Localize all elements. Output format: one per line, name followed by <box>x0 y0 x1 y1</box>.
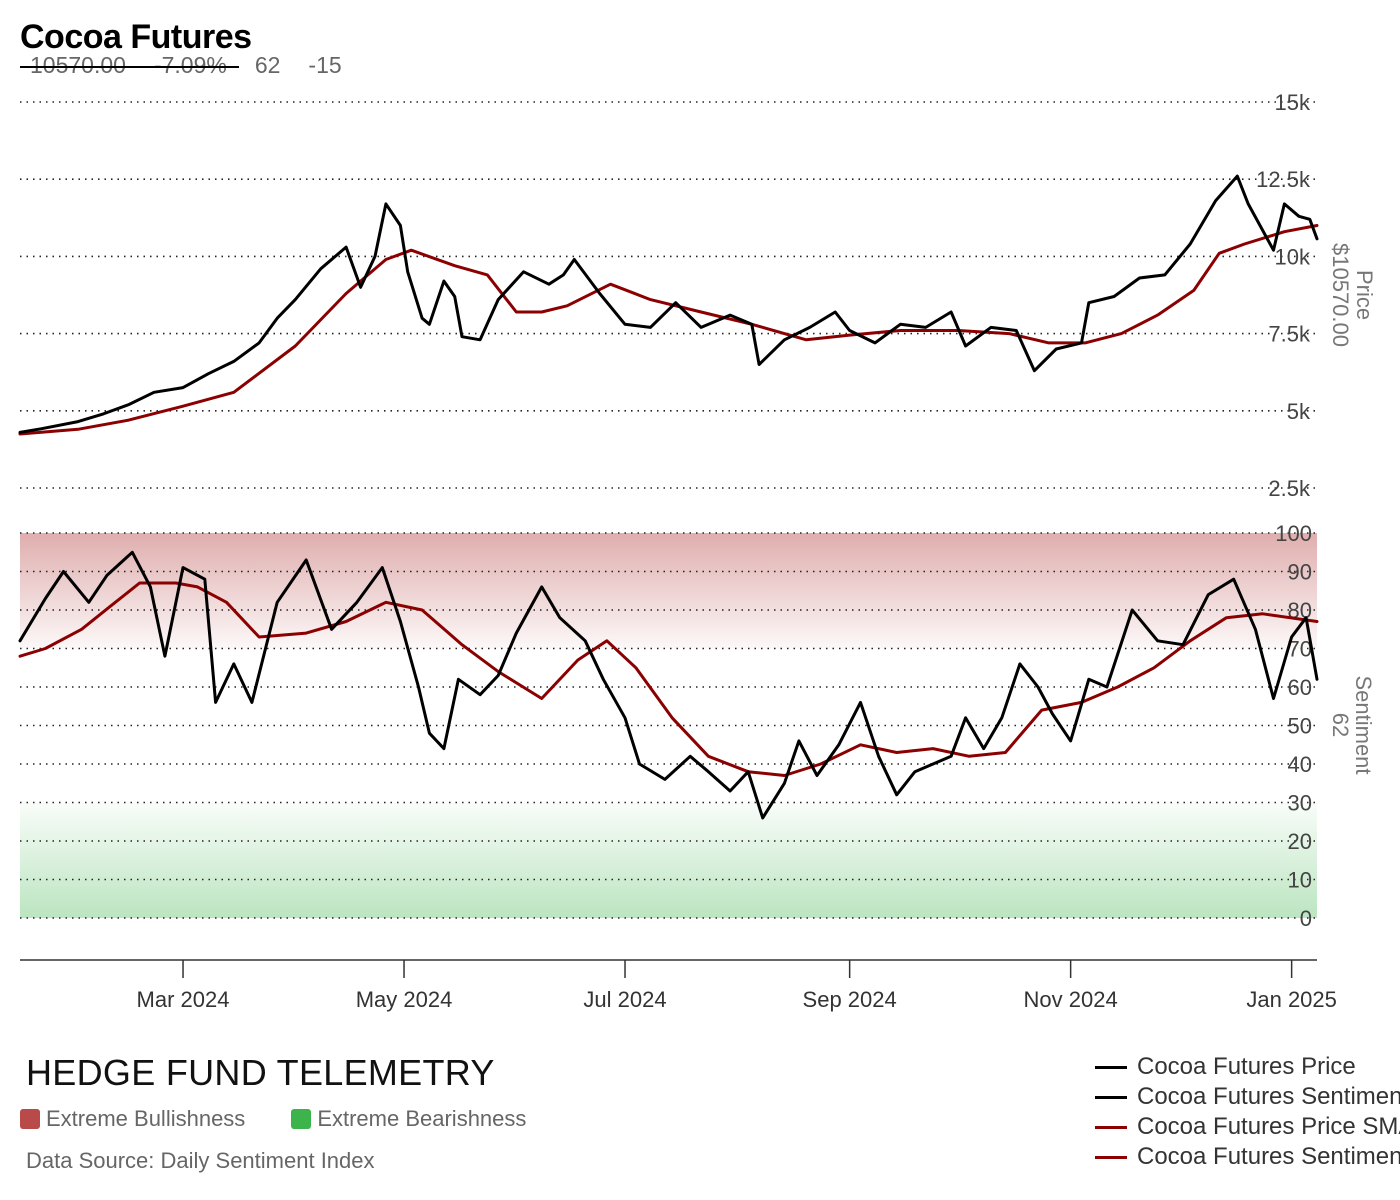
zone-label-bullish: Extreme Bullishness <box>46 1106 246 1131</box>
sentiment-axis-value: 62 <box>1328 713 1353 737</box>
x-tick-label: Mar 2024 <box>137 987 230 1012</box>
zone-legend: Extreme Bullishness Extreme Bearishness <box>20 1106 572 1132</box>
legend-item-price[interactable]: Cocoa Futures Price <box>1095 1052 1400 1082</box>
zone-legend-item-bearish: Extreme Bearishness <box>291 1106 526 1132</box>
chart-canvas: 2.5k5k7.5k10k12.5k15k0102030405060708090… <box>18 90 1377 1012</box>
bullish-swatch-icon <box>20 1109 40 1129</box>
price-tick-label: 7.5k <box>1268 322 1311 347</box>
x-tick-label: Jan 2025 <box>1246 987 1337 1012</box>
bearish-swatch-icon <box>291 1109 312 1129</box>
price-line <box>18 174 1319 434</box>
price-tick-label: 12.5k <box>1256 167 1311 192</box>
series-legend: Cocoa Futures Price Cocoa Futures Sentim… <box>1095 1052 1400 1172</box>
sentiment-line <box>18 550 1319 820</box>
x-tick-label: Jul 2024 <box>583 987 666 1012</box>
legend-line-icon <box>1095 1095 1127 1099</box>
legend-label: Cocoa Futures Price <box>1137 1053 1356 1080</box>
legend-label: Cocoa Futures Price SMA <box>1137 1113 1400 1140</box>
header-price-change-group: 10570.00 -7.09% <box>20 52 239 79</box>
header-stats: 10570.00 -7.09% 62 -15 <box>20 52 342 79</box>
price-axis-value: $10570.00 <box>1328 243 1353 347</box>
legend-item-sentiment[interactable]: Cocoa Futures Sentiment <box>1095 1082 1400 1112</box>
sentiment-axis-label: Sentiment <box>1351 675 1376 774</box>
legend-line-icon <box>1095 1125 1127 1129</box>
sentiment-tick-label: 10 <box>1288 868 1312 893</box>
x-tick-label: Nov 2024 <box>1024 987 1118 1012</box>
sentiment-tick-label: 20 <box>1288 829 1312 854</box>
price-sma-line <box>18 224 1319 436</box>
legend-item-price-sma[interactable]: Cocoa Futures Price SMA <box>1095 1112 1400 1142</box>
sentiment-tick-label: 100 <box>1275 521 1312 546</box>
header-price: 10570.00 <box>30 52 126 78</box>
legend-line-icon <box>1095 1065 1127 1069</box>
chart-title: Cocoa Futures <box>20 18 252 56</box>
header-sentiment: 62 <box>254 52 281 78</box>
zone-legend-item-bullish: Extreme Bullishness <box>20 1106 245 1132</box>
sentiment-tick-label: 50 <box>1288 714 1312 739</box>
legend-label: Cocoa Futures Sentiment SMA <box>1137 1143 1400 1170</box>
zone-label-bearish: Extreme Bearishness <box>317 1106 527 1131</box>
price-axis-label: Price <box>1352 270 1377 320</box>
sentiment-tick-label: 90 <box>1288 560 1312 585</box>
sentiment-tick-label: 60 <box>1288 675 1312 700</box>
data-source: Data Source: Daily Sentiment Index <box>26 1148 375 1173</box>
sentiment-tick-label: 0 <box>1300 906 1312 931</box>
legend-label: Cocoa Futures Sentiment <box>1137 1083 1400 1110</box>
legend-line-icon <box>1095 1155 1127 1159</box>
extreme-bullish-band <box>20 533 1317 649</box>
legend-item-sentiment-sma[interactable]: Cocoa Futures Sentiment SMA <box>1095 1142 1400 1172</box>
header-sentiment-change: -15 <box>308 52 342 78</box>
price-tick-label: 10k <box>1275 244 1311 269</box>
brand-name: HEDGE FUND TELEMETRY <box>26 1052 495 1093</box>
header-change-pct: -7.09% <box>153 52 227 78</box>
sentiment-tick-label: 40 <box>1288 752 1312 777</box>
x-tick-label: Sep 2024 <box>803 987 897 1012</box>
price-tick-label: 5k <box>1287 399 1311 424</box>
sentiment-tick-label: 30 <box>1288 791 1312 816</box>
x-tick-label: May 2024 <box>356 987 453 1012</box>
price-tick-label: 2.5k <box>1268 476 1311 501</box>
extreme-bearish-band <box>20 802 1317 918</box>
price-tick-label: 15k <box>1275 90 1311 115</box>
